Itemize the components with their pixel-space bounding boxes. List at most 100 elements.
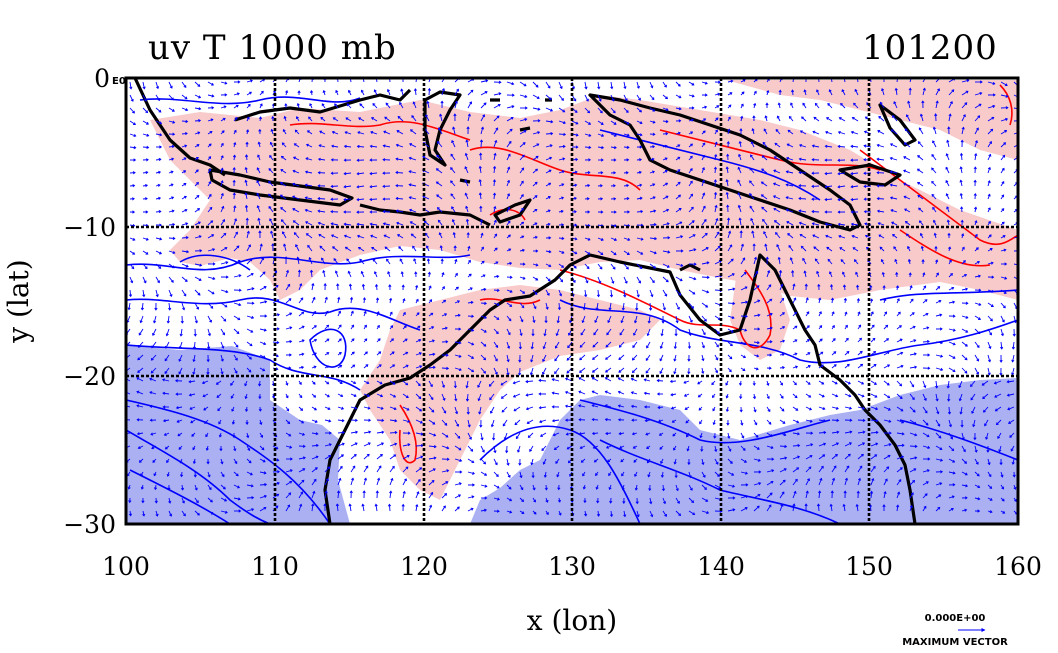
wind-vector [519,484,524,490]
wind-vector-head [400,271,404,275]
wind-vector-head [903,156,907,160]
wind-vector-head [846,465,850,469]
wind-vector-head [470,448,474,452]
wind-vector [948,114,951,122]
wind-vector [319,245,326,252]
wind-vector [987,117,994,122]
wind-vector [565,405,573,408]
wind-vector-head [437,219,441,223]
wind-vector-head [702,332,706,336]
wind-vector [890,184,898,187]
wind-vector-head [405,466,409,470]
wind-vector [285,284,290,291]
wind-vector [883,393,890,399]
wind-vector [324,478,329,486]
wind-vector [168,250,175,254]
wind-vector-head [832,338,836,341]
wind-vector-head [670,406,674,410]
wind-vector-head [705,247,709,250]
wind-vector-head [744,460,747,463]
wind-vector [428,419,435,425]
wind-vector [851,185,859,188]
wind-vector [688,94,695,97]
wind-vector [779,457,787,460]
wind-vector [922,406,928,414]
wind-vector [658,406,664,409]
wind-vector-head [526,421,530,424]
wind-vector-head [932,219,936,223]
wind-vector-head [300,491,304,495]
wind-vector [259,244,263,252]
wind-vector [194,235,202,239]
wind-vector [701,219,707,226]
wind-vector-head [167,487,171,491]
wind-vector [467,471,475,475]
wind-vector [126,445,131,449]
wind-vector [701,81,708,85]
wind-vector-head [782,339,786,343]
wind-vector [428,393,434,400]
wind-vector [281,219,287,226]
wind-vector-head [562,109,566,113]
wind-vector [948,287,954,291]
wind-vector [415,444,424,447]
wind-vector [411,115,417,122]
wind-vector-head [989,248,993,251]
wind-vector [324,406,331,410]
wind-vector [181,263,189,268]
wind-vector-head [287,504,291,508]
wind-vector-head [701,358,705,362]
wind-vector [506,354,509,362]
wind-vector-head [472,483,476,487]
wind-vector-head [1009,435,1013,438]
wind-vector [922,432,930,437]
wind-vector [870,393,878,398]
wind-vector-head [415,504,419,507]
wind-vector [493,367,498,375]
wind-vector [409,170,417,174]
wind-vector-head [317,197,321,201]
wind-vector-head [366,453,370,457]
wind-vector-head [811,144,815,148]
wind-vector-head [494,462,498,466]
wind-vector [878,116,885,122]
wind-vector [480,302,487,304]
wind-vector [506,458,509,466]
wind-vector [311,419,318,423]
wind-vector-head [248,460,252,464]
wind-vector-head [146,121,149,125]
wind-vector [883,478,888,486]
wind-vector-head [738,382,743,386]
wind-vector-head [381,418,385,422]
wind-vector [142,250,149,255]
wind-vector-head [1001,486,1005,490]
wind-vector [467,114,471,122]
wind-vector-head [750,217,754,221]
wind-vector-head [738,140,742,144]
wind-vector [151,341,157,348]
wind-vector-head [728,104,732,108]
wind-vector-head [826,117,829,120]
wind-vector-head [822,407,826,411]
wind-vector-head [282,129,286,132]
wind-vector [857,454,864,460]
wind-vector-head [313,352,317,356]
wind-vector-head [332,246,335,250]
wind-vector-head [732,301,736,306]
wind-vector-head [339,338,342,342]
wind-vector [245,167,248,174]
wind-vector-head [534,292,538,295]
wind-vector [623,94,628,101]
wind-vector-head [740,243,745,247]
wind-vector-head [344,246,348,250]
wind-vector [415,491,419,499]
wind-vector-head [325,478,329,482]
wind-vector-head [144,197,148,201]
wind-vector-head [483,357,487,361]
wind-vector [701,247,709,252]
wind-vector-head [864,234,868,238]
wind-vector-head [1006,380,1010,384]
wind-vector-head [713,166,717,170]
wind-vector [558,276,563,282]
wind-vector-head [260,434,264,438]
